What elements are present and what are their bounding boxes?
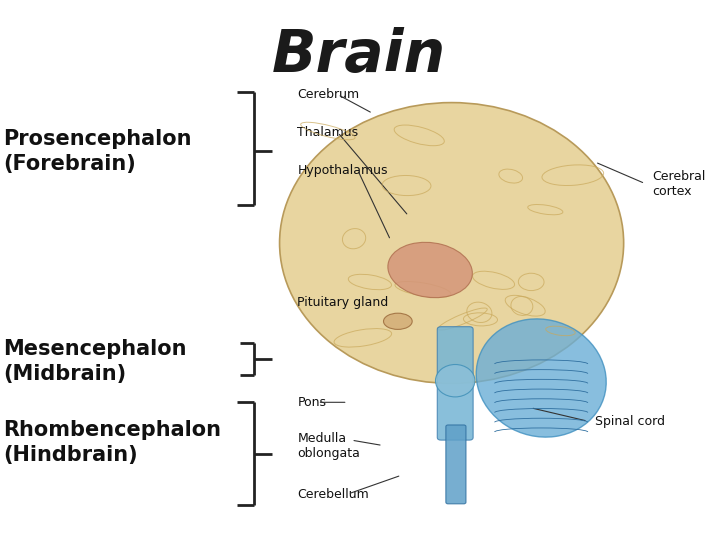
- Ellipse shape: [384, 313, 412, 329]
- FancyBboxPatch shape: [437, 327, 473, 440]
- Text: Cerebral
cortex: Cerebral cortex: [652, 170, 706, 198]
- Text: Pons: Pons: [297, 396, 326, 409]
- Ellipse shape: [436, 364, 475, 397]
- Ellipse shape: [279, 103, 624, 383]
- Text: Medulla
oblongata: Medulla oblongata: [297, 431, 361, 460]
- Text: Brain: Brain: [271, 27, 446, 84]
- Ellipse shape: [388, 242, 472, 298]
- Text: Hypothalamus: Hypothalamus: [297, 164, 388, 177]
- Text: Cerebrum: Cerebrum: [297, 88, 359, 101]
- FancyBboxPatch shape: [446, 425, 466, 504]
- Text: Rhombencephalon
(Hindbrain): Rhombencephalon (Hindbrain): [4, 421, 222, 465]
- Text: Thalamus: Thalamus: [297, 126, 359, 139]
- Ellipse shape: [476, 319, 606, 437]
- Text: Prosencephalon
(Forebrain): Prosencephalon (Forebrain): [4, 129, 192, 173]
- Text: Spinal cord: Spinal cord: [595, 415, 665, 428]
- Text: Mesencephalon
(Midbrain): Mesencephalon (Midbrain): [4, 340, 187, 384]
- Text: Pituitary gland: Pituitary gland: [297, 296, 389, 309]
- Text: Cerebellum: Cerebellum: [297, 488, 369, 501]
